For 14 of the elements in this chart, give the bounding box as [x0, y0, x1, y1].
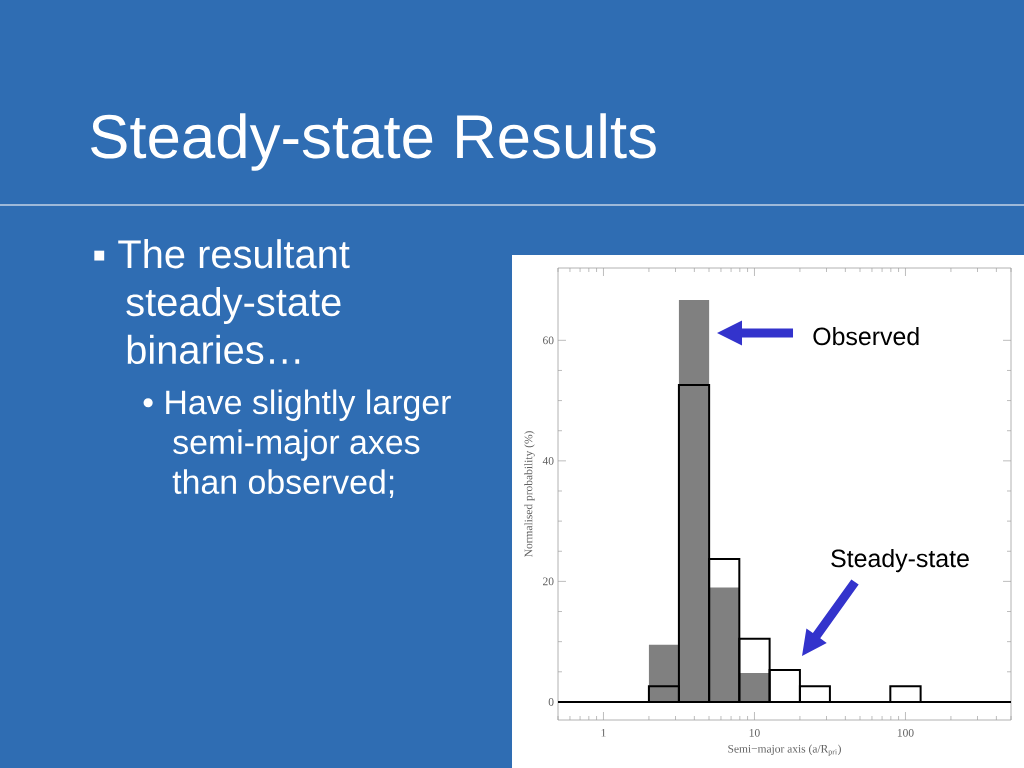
y-tick-label: 60 — [543, 336, 554, 345]
text: • Have slightly larger semi-major axes than observed; — [143, 389, 451, 499]
annotation: Observed — [813, 326, 919, 346]
x-tick-label: 100 — [897, 729, 914, 737]
text: ▪ The resultant steady-state binaries… — [94, 239, 350, 365]
y-tick-label: 0 — [548, 698, 554, 706]
y-tick-label: 20 — [543, 577, 554, 586]
x-tick-label: 1 — [601, 729, 606, 737]
y-axis-title: Normalised probability (%) — [524, 431, 535, 557]
chart-title: Steady-state Results — [91, 113, 656, 171]
x-tick-label: 10 — [749, 729, 760, 737]
x-axis-title: Semi−major axis (a/R$_{pri}$) — [728, 744, 841, 757]
annotation: Steady-state — [831, 548, 969, 573]
y-tick-label: 40 — [542, 457, 554, 465]
